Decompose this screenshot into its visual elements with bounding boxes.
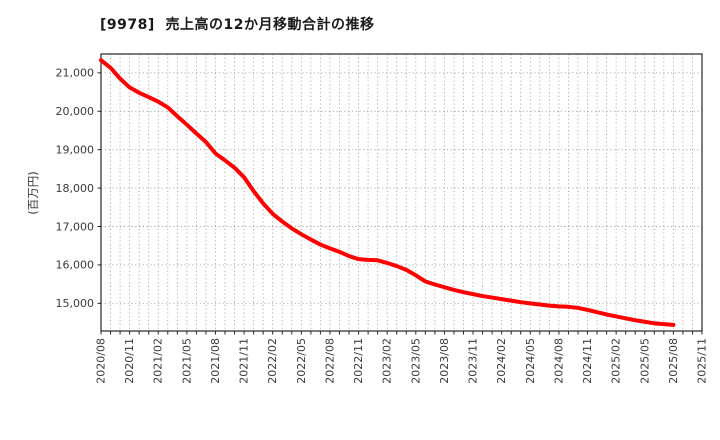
x-tick-label: 2021/11 [238, 338, 251, 384]
y-tick-label: 18,000 [56, 182, 95, 195]
x-tick-label: 2023/08 [438, 338, 451, 384]
x-tick-label: 2022/02 [266, 338, 279, 384]
x-tick-label: 2023/02 [381, 338, 394, 384]
x-tick-label: 2024/02 [495, 338, 508, 384]
x-tick-label: 2022/05 [295, 338, 308, 384]
x-tick-label: 2023/05 [409, 338, 422, 384]
y-tick-label: 17,000 [56, 220, 95, 233]
x-tick-label: 2021/02 [152, 338, 165, 384]
x-tick-label: 2024/08 [552, 338, 565, 384]
x-tick-label: 2020/08 [95, 338, 108, 384]
plot-border [100, 53, 703, 332]
x-tick-label: 2023/11 [467, 338, 480, 384]
x-tick-label: 2025/08 [667, 338, 680, 384]
x-tick-label: 2022/08 [323, 338, 336, 384]
x-tick-label: 2024/05 [524, 338, 537, 384]
sales-data-line [99, 58, 676, 327]
x-tick-label: 2021/05 [180, 338, 193, 384]
x-tick-label: 2025/11 [696, 338, 709, 384]
x-tick-label: 2024/11 [581, 338, 594, 384]
y-tick-label: 20,000 [56, 105, 95, 118]
y-axis-title: (百万円) [26, 171, 40, 214]
x-tick-label: 2022/11 [352, 338, 365, 384]
y-tick-label: 21,000 [56, 67, 95, 80]
x-tick-label: 2021/08 [209, 338, 222, 384]
x-tick-label: 2025/05 [638, 338, 651, 384]
y-tick-label: 19,000 [56, 143, 95, 156]
y-tick-label: 15,000 [56, 297, 95, 310]
y-tick-label: 16,000 [56, 259, 95, 272]
x-tick-label: 2025/02 [610, 338, 623, 384]
chart-title: [9978] 売上高の12か月移動合計の推移 [100, 17, 375, 33]
x-tick-label: 2020/11 [123, 338, 136, 384]
